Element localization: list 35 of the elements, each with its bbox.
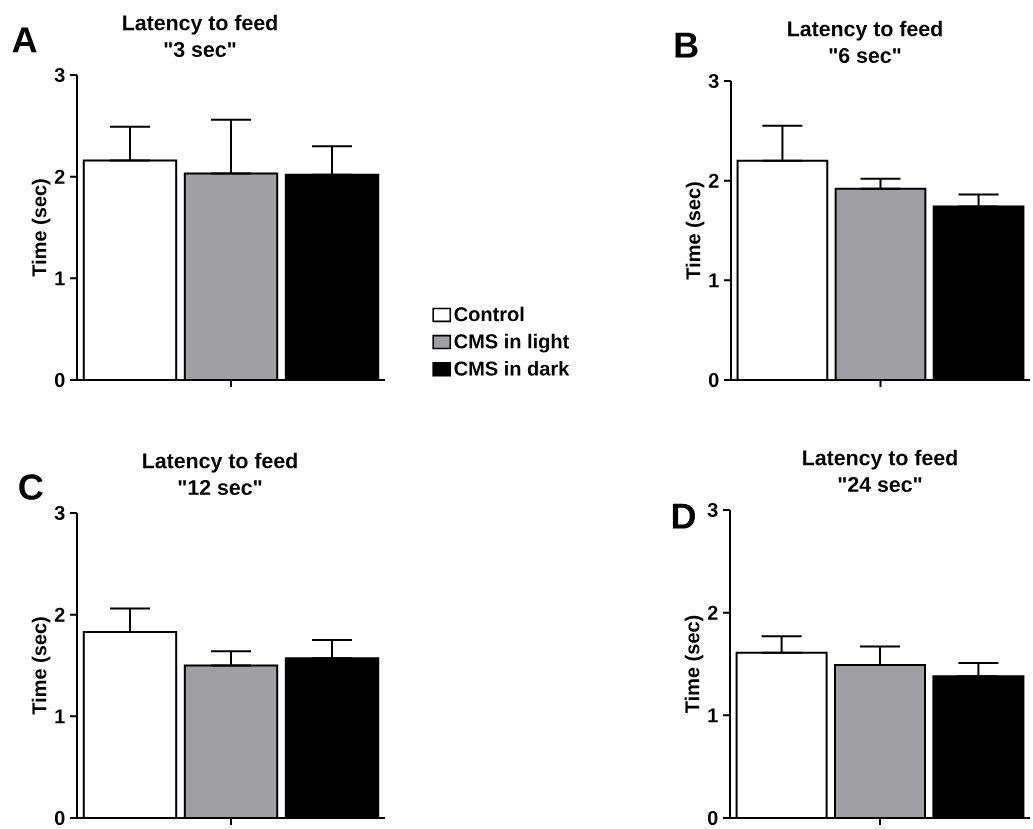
y-tick-label: 2 — [54, 169, 65, 184]
y-tick-label: 0 — [707, 810, 718, 826]
y-tick-label: 1 — [709, 273, 719, 288]
text: D — [672, 503, 695, 529]
y-tick-label: 0 — [54, 372, 65, 388]
y-tick-label: 3 — [54, 67, 65, 83]
chart-title: Latency to feed — [803, 449, 957, 470]
text: A — [12, 27, 37, 53]
y-tick-label: 3 — [708, 73, 719, 89]
y-tick-label: 3 — [707, 502, 718, 518]
y-tick-label: 2 — [708, 173, 719, 188]
legend-label: CMS in light — [454, 333, 570, 353]
y-axis-title: Time (sec) — [685, 182, 705, 280]
text: B — [675, 32, 698, 58]
y-tick-label: 2 — [707, 605, 718, 620]
y-tick-label: 2 — [54, 607, 65, 622]
chart-subtitle: "24 sec" — [838, 476, 922, 493]
chart-title: Latency to feed — [143, 452, 297, 473]
y-tick-label: 0 — [708, 372, 719, 388]
chart-subtitle: "6 sec" — [829, 47, 901, 64]
y-tick-label: 1 — [55, 271, 65, 286]
chart-subtitle: "12 sec" — [178, 479, 262, 496]
y-axis-title: Time (sec) — [684, 615, 704, 714]
chart-title: Latency to feed — [788, 20, 942, 41]
text: C — [19, 474, 43, 500]
y-tick-label: 1 — [708, 708, 718, 723]
legend-label: CMS in dark — [454, 360, 570, 376]
y-tick-label: 3 — [54, 505, 65, 521]
y-tick-label: 0 — [54, 810, 65, 826]
y-axis-title: Time (sec) — [31, 179, 51, 277]
chart-subtitle: "3 sec" — [164, 41, 236, 58]
y-axis-title: Time (sec) — [31, 617, 51, 715]
legend-label: Control — [454, 306, 524, 322]
chart-title: Latency to feed — [123, 14, 277, 35]
y-tick-label: 1 — [55, 709, 65, 724]
